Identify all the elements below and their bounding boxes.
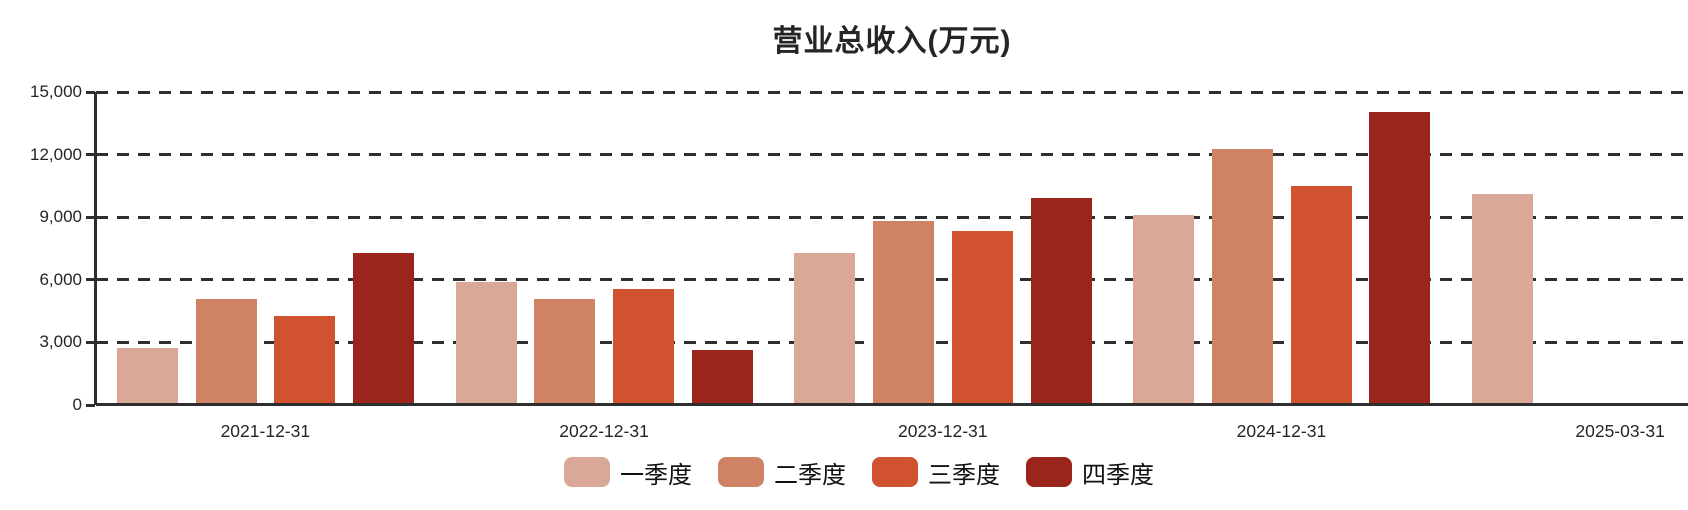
x-axis-line	[96, 403, 1688, 406]
bar-2022-12-31-二季度[interactable]	[534, 298, 596, 405]
y-axis-label: 6,000	[39, 269, 82, 289]
gridline-15000	[96, 90, 1688, 94]
legend-swatch-icon	[872, 457, 918, 487]
bar-2021-12-31-三季度[interactable]	[274, 316, 336, 405]
legend-label: 三季度	[928, 461, 1000, 489]
x-axis-label-2025-03-31: 2025-03-31	[1575, 421, 1665, 441]
bar-2024-12-31-二季度[interactable]	[1211, 149, 1273, 405]
bar-2024-12-31-四季度[interactable]	[1369, 111, 1431, 405]
y-axis-label: 9,000	[39, 207, 82, 227]
legend-swatch-icon	[564, 457, 610, 487]
legend-label: 四季度	[1082, 461, 1154, 489]
y-tick-1	[86, 340, 95, 344]
y-tick-5	[86, 90, 95, 94]
x-axis-label-2022-12-31: 2022-12-31	[559, 421, 649, 441]
y-axis-label: 0	[72, 395, 82, 414]
chart-title: 营业总收入(万元)	[772, 25, 1012, 58]
bar-2023-12-31-二季度[interactable]	[873, 221, 935, 405]
x-axis-label-2021-12-31: 2021-12-31	[220, 421, 311, 441]
legend-item-四季度[interactable]: 四季度	[1026, 455, 1154, 490]
bar-2025-03-31-一季度[interactable]	[1471, 194, 1533, 405]
y-axis-label: 15,000	[30, 82, 82, 101]
x-axis-label-2024-12-31: 2024-12-31	[1236, 421, 1327, 441]
legend-swatch-icon	[718, 457, 764, 487]
legend-label: 二季度	[774, 461, 846, 489]
gridline-12000	[96, 153, 1688, 157]
legend-label: 一季度	[620, 461, 692, 489]
bar-2022-12-31-四季度[interactable]	[691, 349, 753, 405]
x-axis-label-2023-12-31: 2023-12-31	[897, 421, 988, 441]
bar-2023-12-31-三季度[interactable]	[951, 230, 1013, 405]
bar-2022-12-31-一季度[interactable]	[455, 281, 517, 405]
plot-area	[96, 90, 1688, 405]
bar-2024-12-31-三季度[interactable]	[1290, 185, 1352, 405]
y-tick-3	[86, 215, 95, 219]
legend: 一季度 二季度 三季度 四季度	[0, 452, 1688, 492]
legend-item-三季度[interactable]: 三季度	[872, 455, 1000, 490]
bar-2022-12-31-三季度[interactable]	[613, 289, 675, 405]
bar-2021-12-31-四季度[interactable]	[353, 252, 415, 405]
gridline-9000	[96, 215, 1688, 219]
legend-item-一季度[interactable]: 一季度	[564, 455, 692, 490]
y-axis-label: 12,000	[30, 144, 82, 164]
bar-2021-12-31-一季度[interactable]	[117, 347, 178, 405]
y-axis-label: 3,000	[39, 332, 82, 352]
bar-2021-12-31-二季度[interactable]	[195, 298, 257, 405]
bar-2024-12-31-一季度[interactable]	[1133, 215, 1195, 405]
legend-item-二季度[interactable]: 二季度	[718, 455, 846, 490]
legend-swatch-icon	[1026, 457, 1072, 487]
bar-2023-12-31-一季度[interactable]	[794, 252, 856, 405]
y-tick-4	[86, 153, 95, 157]
y-tick-0	[86, 403, 95, 407]
y-axis-line	[94, 92, 97, 405]
y-tick-2	[86, 278, 95, 282]
bar-2023-12-31-四季度[interactable]	[1030, 198, 1092, 405]
